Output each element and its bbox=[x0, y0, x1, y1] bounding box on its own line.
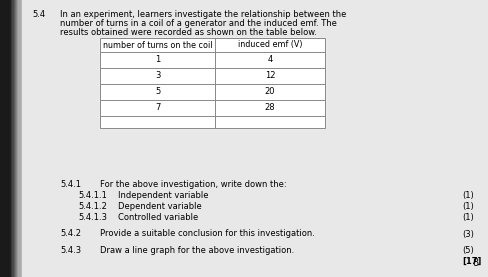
Text: 12: 12 bbox=[264, 71, 275, 80]
Text: For the above investigation, write down the:: For the above investigation, write down … bbox=[100, 180, 286, 189]
Text: [17]: [17] bbox=[461, 257, 480, 266]
Text: 5: 5 bbox=[155, 88, 160, 96]
Text: Draw a line graph for the above investigation.: Draw a line graph for the above investig… bbox=[100, 246, 294, 255]
Bar bbox=[11, 0, 13, 277]
Text: (1): (1) bbox=[461, 202, 473, 211]
Text: (1): (1) bbox=[461, 191, 473, 200]
Text: 5.4.3: 5.4.3 bbox=[60, 246, 81, 255]
Bar bbox=[16, 0, 18, 277]
Text: Dependent variable: Dependent variable bbox=[118, 202, 202, 211]
Text: Controlled variable: Controlled variable bbox=[118, 213, 198, 222]
Text: 28: 28 bbox=[264, 103, 275, 112]
Text: 5.4.1.1: 5.4.1.1 bbox=[78, 191, 107, 200]
Text: 7: 7 bbox=[155, 104, 160, 112]
Text: 8: 8 bbox=[471, 258, 477, 268]
Text: 20: 20 bbox=[264, 87, 275, 96]
Text: Provide a suitable conclusion for this investigation.: Provide a suitable conclusion for this i… bbox=[100, 230, 314, 238]
Text: (3): (3) bbox=[461, 230, 473, 238]
Bar bbox=[10, 0, 12, 277]
Bar bbox=[15, 0, 16, 277]
Text: In an experiment, learners investigate the relationship between the: In an experiment, learners investigate t… bbox=[60, 10, 346, 19]
Text: number of turns in a coil of a generator and the induced emf. The: number of turns in a coil of a generator… bbox=[60, 19, 336, 28]
Bar bbox=[12, 0, 14, 277]
Bar bbox=[19, 0, 20, 277]
Text: results obtained were recorded as shown on the table below.: results obtained were recorded as shown … bbox=[60, 28, 316, 37]
Bar bbox=[0, 0, 10, 277]
Text: 5.4.2: 5.4.2 bbox=[60, 230, 81, 238]
Text: (5): (5) bbox=[461, 246, 473, 255]
Text: Independent variable: Independent variable bbox=[118, 191, 208, 200]
Text: 5.4: 5.4 bbox=[32, 10, 45, 19]
Bar bbox=[17, 0, 19, 277]
Text: number of turns on the coil: number of turns on the coil bbox=[102, 40, 212, 50]
Text: induced emf (V): induced emf (V) bbox=[237, 40, 302, 50]
Text: 3: 3 bbox=[155, 71, 160, 81]
Text: 5.4.1.2: 5.4.1.2 bbox=[78, 202, 107, 211]
Text: 5.4.1: 5.4.1 bbox=[60, 180, 81, 189]
Text: 4: 4 bbox=[267, 55, 272, 64]
Text: 1: 1 bbox=[155, 55, 160, 65]
Bar bbox=[14, 0, 15, 277]
Text: 5.4.1.3: 5.4.1.3 bbox=[78, 213, 107, 222]
Text: (1): (1) bbox=[461, 213, 473, 222]
Bar bbox=[100, 38, 325, 128]
Bar bbox=[100, 38, 325, 128]
